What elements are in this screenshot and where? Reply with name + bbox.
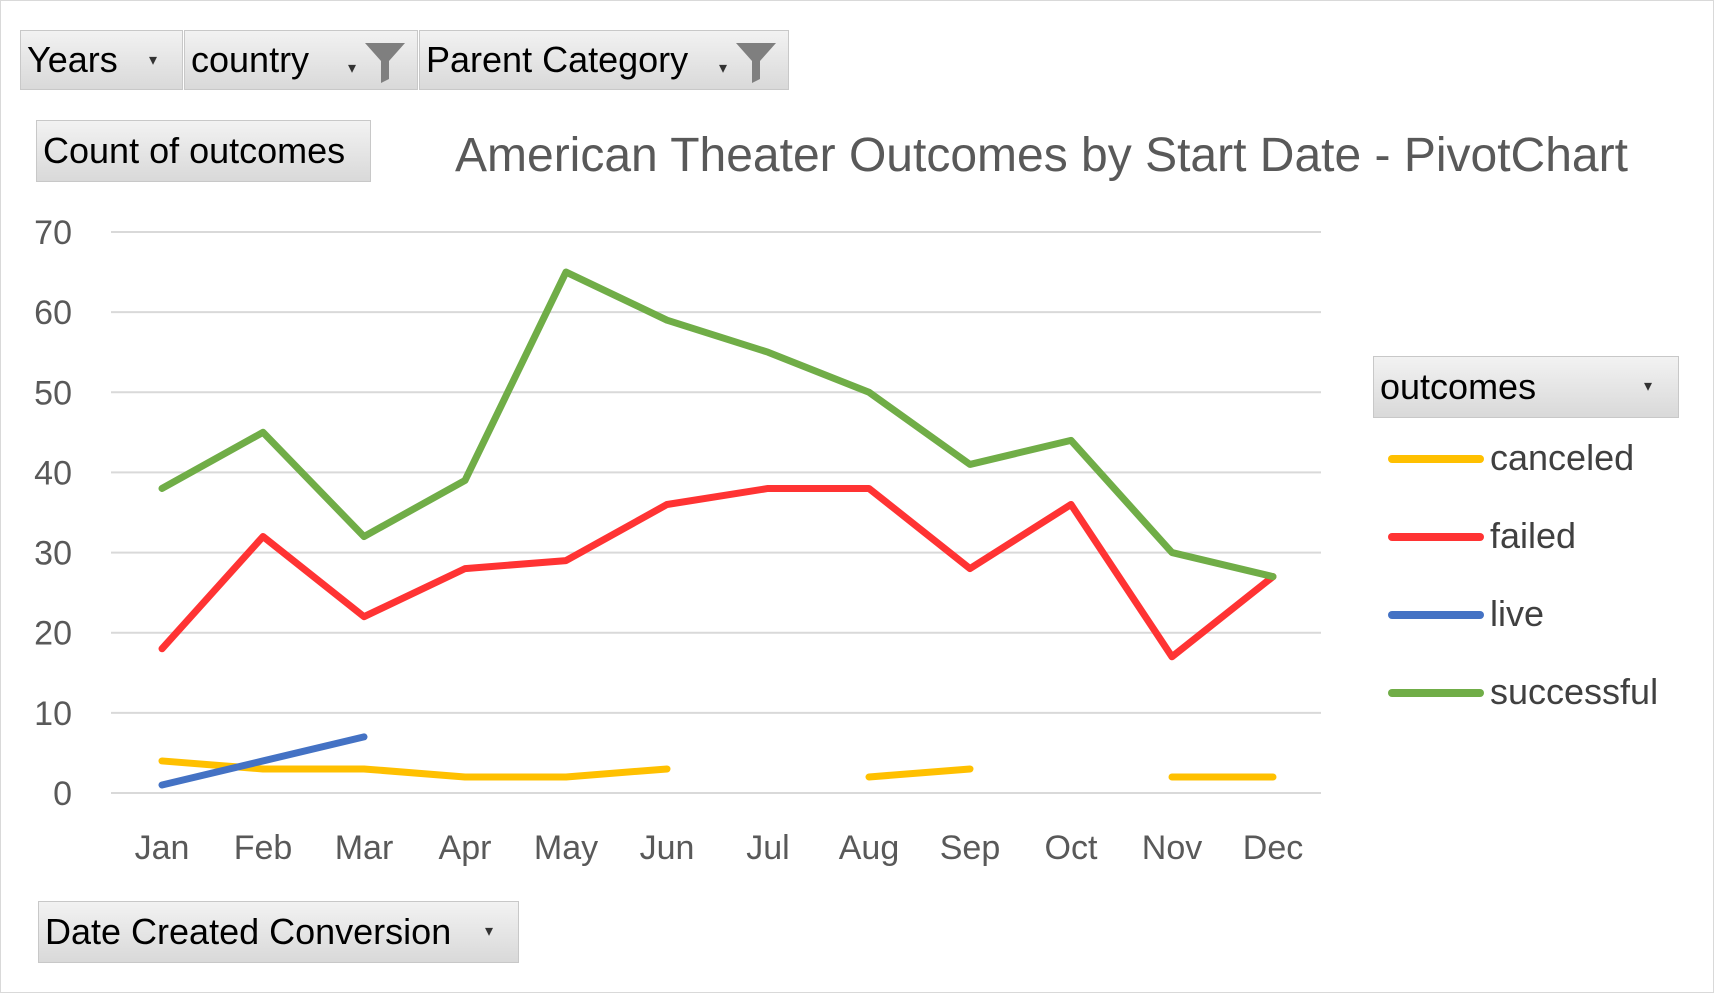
x-tick-label: Mar	[335, 829, 394, 867]
y-tick-label: 50	[34, 374, 72, 412]
country-filter-button[interactable]: country ▾	[184, 30, 418, 90]
series-line-live	[158, 733, 368, 789]
filter-icon[interactable]	[734, 39, 778, 83]
x-tick-label: Feb	[234, 829, 293, 867]
x-tick-label: Dec	[1243, 829, 1303, 867]
series-line-canceled	[865, 765, 974, 781]
filter-icon[interactable]	[363, 39, 407, 83]
legend-swatch	[1388, 455, 1484, 463]
x-tick-label: Jan	[135, 829, 190, 867]
x-tick-label: May	[534, 829, 598, 867]
y-tick-label: 20	[34, 615, 72, 653]
y-tick-label: 0	[53, 775, 72, 813]
years-filter-button[interactable]: Years ▾	[20, 30, 183, 90]
dropdown-arrow-icon[interactable]: ▾	[485, 923, 494, 940]
series-line-failed	[158, 484, 1277, 661]
country-filter-label: country	[191, 39, 310, 80]
x-tick-label: Oct	[1045, 829, 1098, 867]
dropdown-arrow-icon[interactable]: ▾	[149, 52, 158, 69]
legend-label: live	[1490, 593, 1545, 634]
y-tick-label: 70	[34, 214, 72, 252]
legend-swatch	[1388, 533, 1484, 541]
dropdown-arrow-icon[interactable]: ▾	[348, 60, 357, 77]
value-field-label: Count of outcomes	[43, 130, 346, 171]
x-tick-label: Jun	[640, 829, 695, 867]
x-tick-label: Apr	[439, 829, 492, 867]
y-tick-label: 40	[34, 454, 72, 492]
legend-label: successful	[1490, 671, 1659, 712]
legend-label: failed	[1490, 515, 1577, 556]
x-tick-label: Nov	[1142, 829, 1202, 867]
series-line-successful	[158, 268, 1277, 581]
y-tick-label: 60	[34, 294, 72, 332]
value-field-button[interactable]: Count of outcomes	[36, 120, 371, 182]
legend-label: canceled	[1490, 437, 1635, 478]
legend-swatch	[1388, 689, 1484, 697]
axis-field-button[interactable]: Date Created Conversion ▾	[38, 901, 519, 963]
legend-swatch	[1388, 611, 1484, 619]
dropdown-arrow-icon[interactable]: ▾	[1644, 378, 1653, 395]
y-tick-label: 30	[34, 535, 72, 573]
x-tick-label: Sep	[940, 829, 1001, 867]
years-filter-label: Years	[27, 39, 118, 80]
x-tick-label: Jul	[746, 829, 789, 867]
legend-field-button[interactable]: outcomes ▾	[1373, 356, 1679, 418]
legend-title: outcomes	[1380, 366, 1537, 407]
dropdown-arrow-icon[interactable]: ▾	[719, 60, 728, 77]
parent-category-filter-button[interactable]: Parent Category ▾	[419, 30, 789, 90]
chart-title: American Theater Outcomes by Start Date …	[455, 129, 1628, 182]
y-tick-label: 10	[34, 695, 72, 733]
x-tick-label: Aug	[839, 829, 900, 867]
parent-category-filter-label: Parent Category	[426, 39, 689, 80]
axis-field-label: Date Created Conversion	[45, 911, 452, 952]
